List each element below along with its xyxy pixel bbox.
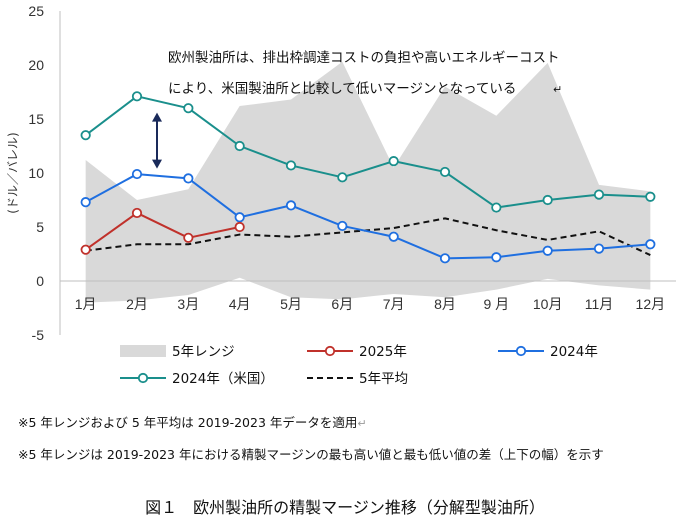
- gap-arrow-head-up: [152, 112, 162, 122]
- series-layer: [80, 91, 656, 264]
- series-line: [85, 211, 240, 251]
- series-line: [85, 95, 651, 209]
- series-point: [491, 252, 502, 263]
- series-point: [439, 166, 451, 178]
- x-tick-label: 9 月: [483, 296, 509, 312]
- y-tick-label: -5: [32, 327, 45, 343]
- y-tick-label: 5: [36, 219, 44, 235]
- series-point: [183, 173, 194, 184]
- x-tick-label: 6月: [331, 296, 353, 312]
- series-point: [645, 191, 656, 202]
- x-tick-label: 11月: [585, 296, 614, 312]
- series-point: [593, 189, 605, 200]
- series-point: [234, 212, 245, 223]
- series-point: [439, 253, 451, 264]
- series-point: [131, 207, 143, 219]
- axes-layer: 25 20 15 10 5 0 -5 1月 2月 3月 4月 5月 6月 7月 8月 9 月 10月 11月 12月…: [6, 3, 676, 343]
- legend-swatch-range: [120, 345, 166, 357]
- series-point: [183, 232, 194, 243]
- x-tick-label: 5月: [280, 296, 302, 312]
- y-tick-label: 25: [28, 3, 44, 19]
- refining-margin-chart: 25 20 15 10 5 0 -5 1月 2月 3月 4月 5月 6月 7月 8月 9 月 10月 11月 12月…: [6, 3, 676, 387]
- legend-label: 5年平均: [359, 371, 408, 387]
- series-point: [80, 197, 91, 208]
- series-point: [388, 156, 399, 167]
- y-tick-label: 10: [28, 165, 44, 181]
- series-point: [542, 194, 553, 206]
- series-point: [80, 130, 91, 141]
- legend-label-range: 5年レンジ: [172, 344, 235, 360]
- return-mark: ↵: [553, 83, 562, 96]
- legend-layer: 5年レンジ 2025年 2024年 2024年（米国） 5年平均: [120, 344, 598, 387]
- series-point: [131, 168, 143, 180]
- annotation-line-2: により、米国製油所と比較して低いマージンとなっている: [168, 81, 516, 97]
- figure-caption: 図１ 欧州製油所の精製マージン推移（分解型製油所）: [145, 498, 545, 517]
- legend-swatch-marker: [137, 372, 149, 384]
- series-point: [337, 172, 348, 183]
- x-tick-label: 8月: [434, 296, 456, 312]
- series-point: [645, 239, 656, 250]
- series-point: [388, 231, 399, 242]
- series-point: [542, 245, 553, 256]
- y-tick-label: 20: [28, 57, 44, 73]
- legend-label: 2024年: [550, 344, 598, 360]
- series-point: [285, 160, 297, 171]
- legend-label: 2025年: [359, 344, 407, 360]
- x-tick-label: 10月: [533, 296, 563, 312]
- series-point: [131, 91, 143, 102]
- y-tick-label: 15: [28, 111, 44, 127]
- x-tick-label: 3月: [177, 296, 199, 312]
- annotation-layer: 欧州製油所は、排出枠調達コストの負担や高いエネルギーコストにより、米国製油所と比…: [152, 49, 562, 169]
- x-tick-label: 2月: [126, 296, 148, 312]
- gap-arrow-head-down: [152, 159, 162, 169]
- series-point: [234, 140, 245, 152]
- legend-label: 2024年（米国）: [172, 371, 274, 387]
- annotation-line-1: 欧州製油所は、排出枠調達コストの負担や高いエネルギーコスト: [168, 49, 560, 66]
- series-line: [85, 173, 651, 260]
- series-point: [234, 221, 245, 233]
- footnote-2: ※5 年レンジは 2019-2023 年における精製マージンの最も高い値と最も低…: [18, 447, 604, 462]
- series-point: [80, 244, 91, 255]
- range-band-layer: [85, 61, 651, 303]
- series-point: [285, 200, 297, 211]
- series-point: [593, 243, 605, 254]
- return-mark-1: ↵: [357, 417, 367, 430]
- x-tick-label: 7月: [383, 296, 405, 312]
- x-tick-label: 4月: [229, 296, 251, 312]
- x-tick-label: 12月: [636, 296, 666, 312]
- range-band: [85, 61, 651, 303]
- series-point: [491, 202, 502, 213]
- y-tick-label: 0: [36, 273, 44, 289]
- series-line: [85, 217, 651, 256]
- x-tick-label: 1月: [75, 296, 97, 312]
- series-point: [337, 220, 348, 232]
- footnote-1: ※5 年レンジおよび 5 年平均は 2019-2023 年データを適用↵: [18, 415, 367, 430]
- y-axis-label: (ドル／バレル): [6, 132, 20, 213]
- legend-swatch-marker: [324, 345, 336, 357]
- series-point: [183, 103, 194, 114]
- legend-swatch-marker: [515, 345, 527, 357]
